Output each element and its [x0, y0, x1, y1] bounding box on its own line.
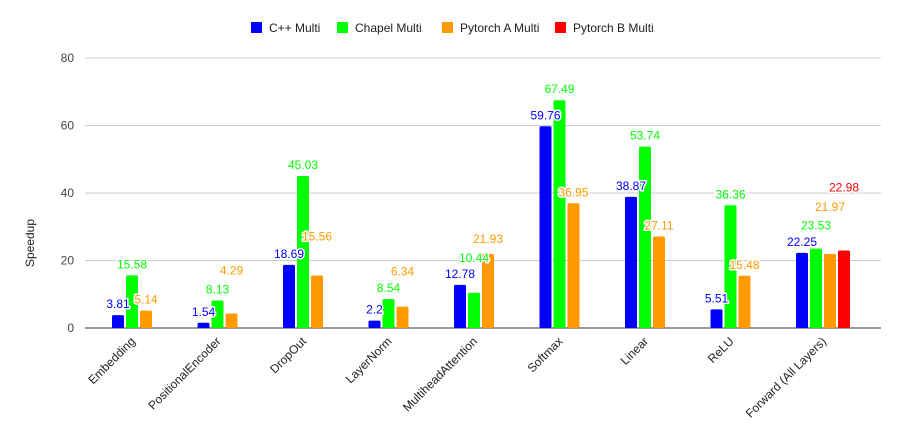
- data-label: 5.14: [134, 293, 158, 307]
- data-label: 3.81: [106, 297, 130, 311]
- data-label: 2.2: [366, 303, 383, 317]
- legend-swatch: [555, 22, 566, 33]
- x-tick-label: MultiheadAttention: [400, 334, 480, 414]
- bar: [396, 306, 409, 328]
- bar: [567, 203, 580, 328]
- data-label: 8.54: [377, 281, 401, 295]
- x-tick-label: PositionalEncoder: [145, 334, 223, 412]
- data-labels: 3.81 15.58 5.14 1.54 8.13 4.29 18.69 45.03 15.56…: [105, 81, 861, 321]
- y-tick-label: 80: [61, 51, 75, 65]
- data-label: 18.69: [274, 247, 304, 261]
- bar: [824, 253, 836, 328]
- y-tick-label: 60: [61, 119, 75, 133]
- bar: [283, 264, 295, 328]
- data-label: 21.93: [473, 232, 503, 246]
- x-tick-label: ReLU: [705, 334, 737, 366]
- bar: [297, 176, 309, 328]
- bar: [140, 310, 152, 328]
- y-axis-title: Speedup: [23, 219, 37, 267]
- data-label: 67.49: [544, 82, 574, 96]
- legend-swatch: [337, 22, 348, 33]
- bar: [225, 313, 238, 328]
- data-label: 4.29: [220, 264, 244, 278]
- bar: [639, 146, 651, 328]
- bar: [482, 253, 494, 328]
- data-label: 6.34: [391, 265, 415, 279]
- legend-swatch: [442, 22, 453, 33]
- data-label: 8.13: [206, 283, 230, 297]
- x-tick-label: Embedding: [85, 334, 138, 387]
- data-label: 22.25: [787, 235, 817, 249]
- bar: [454, 284, 466, 328]
- bar: [126, 275, 138, 328]
- data-label: 53.74: [630, 129, 660, 143]
- data-label: 21.97: [815, 200, 845, 214]
- bar: [382, 299, 395, 328]
- bar: [738, 275, 751, 328]
- x-tick-label: Softmax: [525, 334, 566, 375]
- bar: [796, 252, 808, 328]
- bar: [553, 100, 566, 328]
- data-label: 36.36: [715, 187, 745, 201]
- data-label: 15.58: [117, 257, 147, 271]
- bar: [197, 322, 210, 328]
- data-label: 5.51: [705, 291, 729, 305]
- bar: [625, 196, 637, 328]
- legend-label: Pytorch A Multi: [460, 21, 539, 35]
- legend-label: C++ Multi: [269, 21, 320, 35]
- bar: [710, 309, 723, 328]
- y-tick-label: 0: [67, 321, 74, 335]
- bar: [724, 205, 737, 328]
- x-tick-label: LayerNorm: [343, 334, 395, 386]
- data-label: 10.44: [459, 251, 489, 265]
- data-label: 1.54: [192, 305, 216, 319]
- data-label: 36.95: [558, 185, 588, 199]
- legend: C++ Multi Chapel Multi Pytorch A Multi Pyto…: [251, 21, 654, 35]
- data-label: 45.03: [288, 158, 318, 172]
- bars: [112, 100, 850, 328]
- bar: [368, 320, 381, 328]
- bar: [311, 275, 323, 328]
- data-label: 38.87: [616, 179, 646, 193]
- bar: [838, 250, 850, 328]
- x-tick-label: Linear: [618, 334, 651, 367]
- x-tick-label: Forward (All Layers): [743, 334, 829, 420]
- x-tick-label: DropOut: [267, 334, 309, 376]
- bar: [211, 300, 224, 328]
- data-label: 15.48: [729, 258, 759, 272]
- data-label: 27.11: [644, 219, 673, 233]
- legend-label: Pytorch B Multi: [573, 21, 654, 35]
- legend-swatch: [251, 22, 262, 33]
- bar: [112, 315, 124, 328]
- bar: [539, 126, 552, 328]
- legend-label: Chapel Multi: [355, 21, 422, 35]
- data-label: 22.98: [829, 180, 859, 194]
- bar: [653, 236, 665, 328]
- data-label: 59.76: [530, 108, 560, 122]
- data-label: 12.78: [445, 267, 475, 281]
- data-label: 23.53: [801, 219, 831, 233]
- bar: [468, 292, 480, 328]
- y-tick-label: 20: [61, 254, 75, 268]
- bar: [810, 248, 822, 328]
- x-axis-labels: Embedding PositionalEncoder DropOut LayerNo…: [85, 334, 829, 421]
- gridlines: 0 20 40 60 80: [61, 51, 881, 335]
- data-label: 15.56: [302, 229, 332, 243]
- y-tick-label: 40: [61, 186, 75, 200]
